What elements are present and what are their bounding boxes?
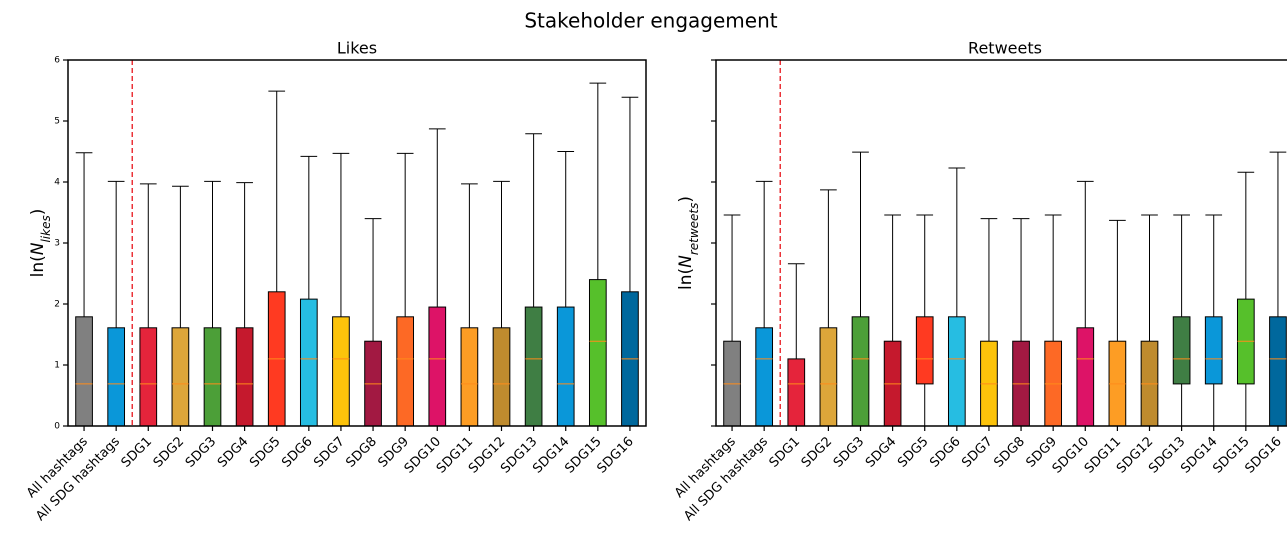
x-tick-label: SDG7 [311, 434, 347, 470]
box [556, 306, 575, 427]
axes-frame [67, 59, 647, 427]
box [1076, 327, 1095, 427]
x-tick-label: SDG2 [799, 434, 835, 470]
panel-title: Retweets [968, 39, 1042, 58]
box [1204, 316, 1223, 385]
box [332, 316, 350, 427]
x-tick-label: SDG3 [183, 434, 219, 470]
y-axis-label-part: retweets [687, 203, 701, 256]
box [203, 327, 222, 427]
x-tick-label: SDG16 [594, 434, 636, 476]
figure-title: Stakeholder engagement [524, 9, 777, 33]
y-axis-label: ln(Nlikes) [28, 209, 53, 278]
box [787, 358, 806, 427]
y-tick-label: 4 [54, 178, 60, 188]
x-tick-label: SDG16 [1242, 434, 1284, 476]
box [755, 327, 774, 427]
panel-title: Likes [337, 39, 377, 58]
box [915, 316, 934, 385]
x-tick-label: SDG8 [343, 434, 379, 470]
box [235, 327, 254, 427]
y-axis-label-part: ) [28, 209, 48, 216]
box [819, 327, 838, 427]
box [75, 316, 93, 427]
box [299, 298, 318, 427]
box [851, 316, 870, 427]
y-axis-label-part: likes [39, 215, 53, 242]
y-axis-label-part: N [676, 255, 696, 268]
box [1172, 316, 1191, 385]
y-axis-label-part: ln( [28, 255, 48, 277]
box [524, 306, 543, 427]
box [171, 327, 190, 427]
box [947, 316, 966, 427]
box [1269, 316, 1287, 427]
x-tick-label: SDG3 [831, 434, 867, 470]
box [139, 327, 158, 427]
box [396, 316, 415, 427]
x-tick-label: SDG6 [279, 434, 315, 470]
box [428, 306, 447, 427]
y-tick-label: 6 [54, 56, 60, 66]
x-tick-label: SDG4 [215, 434, 251, 470]
x-tick-label: SDG2 [151, 434, 187, 470]
y-tick-label: 5 [54, 117, 60, 127]
x-tick-label: SDG6 [927, 434, 963, 470]
x-tick-label: SDG4 [863, 434, 899, 470]
y-tick-label: 3 [54, 239, 60, 249]
box [460, 327, 479, 427]
y-axis-label: ln(Nretweets) [676, 196, 701, 290]
x-tick-label: SDG8 [991, 434, 1027, 470]
box [492, 327, 511, 427]
y-axis-label-part: ) [676, 196, 696, 203]
box [107, 327, 126, 427]
box [588, 279, 607, 427]
y-tick-label: 2 [54, 300, 60, 310]
x-tick-label: SDG1 [767, 434, 803, 470]
y-tick-label: 0 [54, 422, 60, 432]
x-tick-label: SDG5 [247, 434, 283, 470]
y-axis-label-part: ln( [676, 268, 696, 290]
x-tick-label: SDG7 [959, 434, 995, 470]
x-tick-label: SDG5 [895, 434, 931, 470]
axes-frame [715, 59, 1287, 427]
y-axis-label-part: N [28, 242, 48, 255]
y-tick-label: 1 [54, 361, 60, 371]
x-tick-label: SDG1 [119, 434, 155, 470]
